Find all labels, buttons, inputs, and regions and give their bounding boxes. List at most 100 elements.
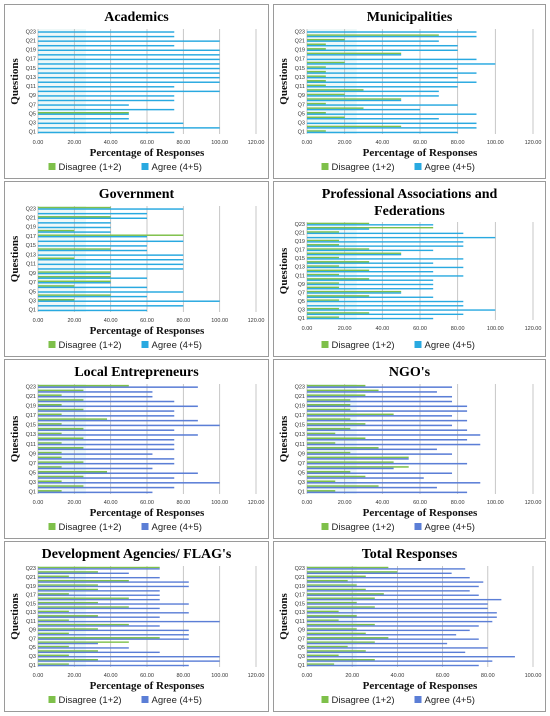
x-tick-label: 40.00 [104, 500, 118, 506]
bar-agree [307, 568, 466, 570]
bar-disagree [38, 403, 62, 406]
chart-title: Professional Associations and [322, 187, 498, 202]
bar-agree [307, 620, 493, 623]
bar-disagree [38, 384, 129, 387]
bar-disagree [38, 650, 98, 652]
y-tick-label: Q13 [295, 610, 305, 616]
bar-agree [38, 625, 160, 627]
bar-agree [307, 448, 437, 451]
bar-disagree [307, 278, 370, 280]
y-tick-label: Q17 [26, 234, 36, 240]
x-tick-label: 20.00 [67, 673, 81, 679]
legend-swatch-agree [141, 523, 149, 530]
legend-swatch-agree [141, 163, 149, 170]
bar-disagree [307, 295, 370, 297]
y-tick-label: Q15 [295, 256, 305, 262]
bar-agree [38, 131, 175, 134]
bar-agree [307, 99, 402, 102]
bar-agree [38, 453, 153, 455]
bar-disagree [38, 229, 75, 232]
bar-disagree [307, 623, 375, 626]
x-tick-label: 120.00 [248, 318, 265, 324]
x-tick-label: 20.00 [345, 673, 359, 679]
bar-disagree [38, 418, 108, 420]
legend-label-agree: Agree (4+5) [425, 522, 475, 533]
bar-agree [307, 58, 477, 61]
y-tick-label: Q21 [295, 231, 305, 237]
bar-agree [38, 400, 175, 403]
y-tick-label: Q11 [295, 273, 305, 279]
bar-disagree [307, 70, 326, 73]
bar-disagree [38, 632, 69, 635]
bar-agree [38, 664, 189, 667]
chart-panel: Development Agencies/ FLAG's 0.00 20.00 40.… [4, 541, 269, 712]
x-tick-label: 80.00 [176, 673, 190, 679]
bar-disagree [307, 98, 402, 100]
x-tick-label: 80.00 [176, 318, 190, 324]
x-tick-label: 120.00 [248, 500, 265, 506]
bar-agree [307, 296, 434, 298]
bar-agree [307, 603, 488, 605]
chart-title: Federations [374, 204, 445, 219]
bar-disagree [307, 43, 326, 45]
y-tick-label: Q11 [26, 619, 36, 625]
bar-agree [38, 405, 198, 408]
x-tick-label: 0.00 [302, 673, 313, 679]
x-axis-label: Percentage of Responses [363, 147, 478, 159]
bar-disagree [307, 394, 366, 396]
bar-disagree [307, 432, 336, 435]
y-tick-label: Q15 [295, 66, 305, 72]
bar-agree [307, 477, 424, 479]
bar-agree [38, 305, 184, 307]
bar-agree [307, 309, 496, 311]
bar-agree [307, 113, 477, 115]
bar-agree [38, 127, 220, 129]
y-tick-label: Q17 [295, 593, 305, 599]
x-tick-label: 100.00 [211, 500, 228, 506]
bar-disagree [38, 637, 160, 639]
y-tick-label: Q11 [26, 84, 36, 90]
chart-svg: Academics 0.00 20.00 40.00 60.00 80.00 100.00 1… [9, 10, 264, 173]
bar-agree [38, 419, 198, 422]
bar-agree [307, 419, 468, 422]
legend-label-agree: Agree (4+5) [152, 522, 202, 533]
bar-disagree [307, 466, 409, 468]
x-tick-label: 0.00 [33, 673, 44, 679]
x-tick-label: 40.00 [375, 326, 389, 332]
bar-agree [307, 49, 458, 52]
y-tick-label: Q1 [298, 316, 305, 322]
y-tick-label: Q9 [298, 282, 305, 288]
chart-title: Local Entrepreneurs [74, 365, 199, 380]
y-tick-label: Q3 [29, 480, 36, 486]
bar-disagree [38, 442, 62, 444]
bar-agree [307, 63, 496, 65]
legend-label-agree: Agree (4+5) [425, 695, 475, 706]
bar-agree [307, 305, 464, 307]
legend-swatch-agree [414, 163, 422, 170]
bar-disagree [38, 206, 111, 209]
bar-disagree [307, 273, 340, 276]
bar-agree [307, 660, 493, 662]
bar-disagree [38, 475, 84, 478]
bar-agree [38, 576, 160, 579]
bar-disagree [307, 606, 375, 608]
bar-disagree [38, 588, 98, 591]
bar-disagree [38, 645, 69, 648]
bar-disagree [38, 610, 69, 613]
bar-agree [38, 410, 175, 412]
bar-disagree [38, 299, 75, 301]
bar-agree [307, 410, 468, 412]
x-tick-label: 40.00 [104, 318, 118, 324]
bar-disagree [38, 601, 98, 604]
y-tick-label: Q15 [26, 423, 36, 429]
bar-disagree [38, 623, 129, 626]
x-tick-label: 80.00 [481, 673, 495, 679]
x-tick-label: 80.00 [176, 140, 190, 146]
bar-agree [38, 448, 175, 451]
bar-disagree [307, 628, 357, 630]
bar-disagree [38, 257, 75, 259]
bar-disagree [307, 89, 364, 91]
x-tick-label: 120.00 [248, 673, 265, 679]
bar-disagree [307, 659, 375, 661]
bar-agree [307, 127, 477, 129]
